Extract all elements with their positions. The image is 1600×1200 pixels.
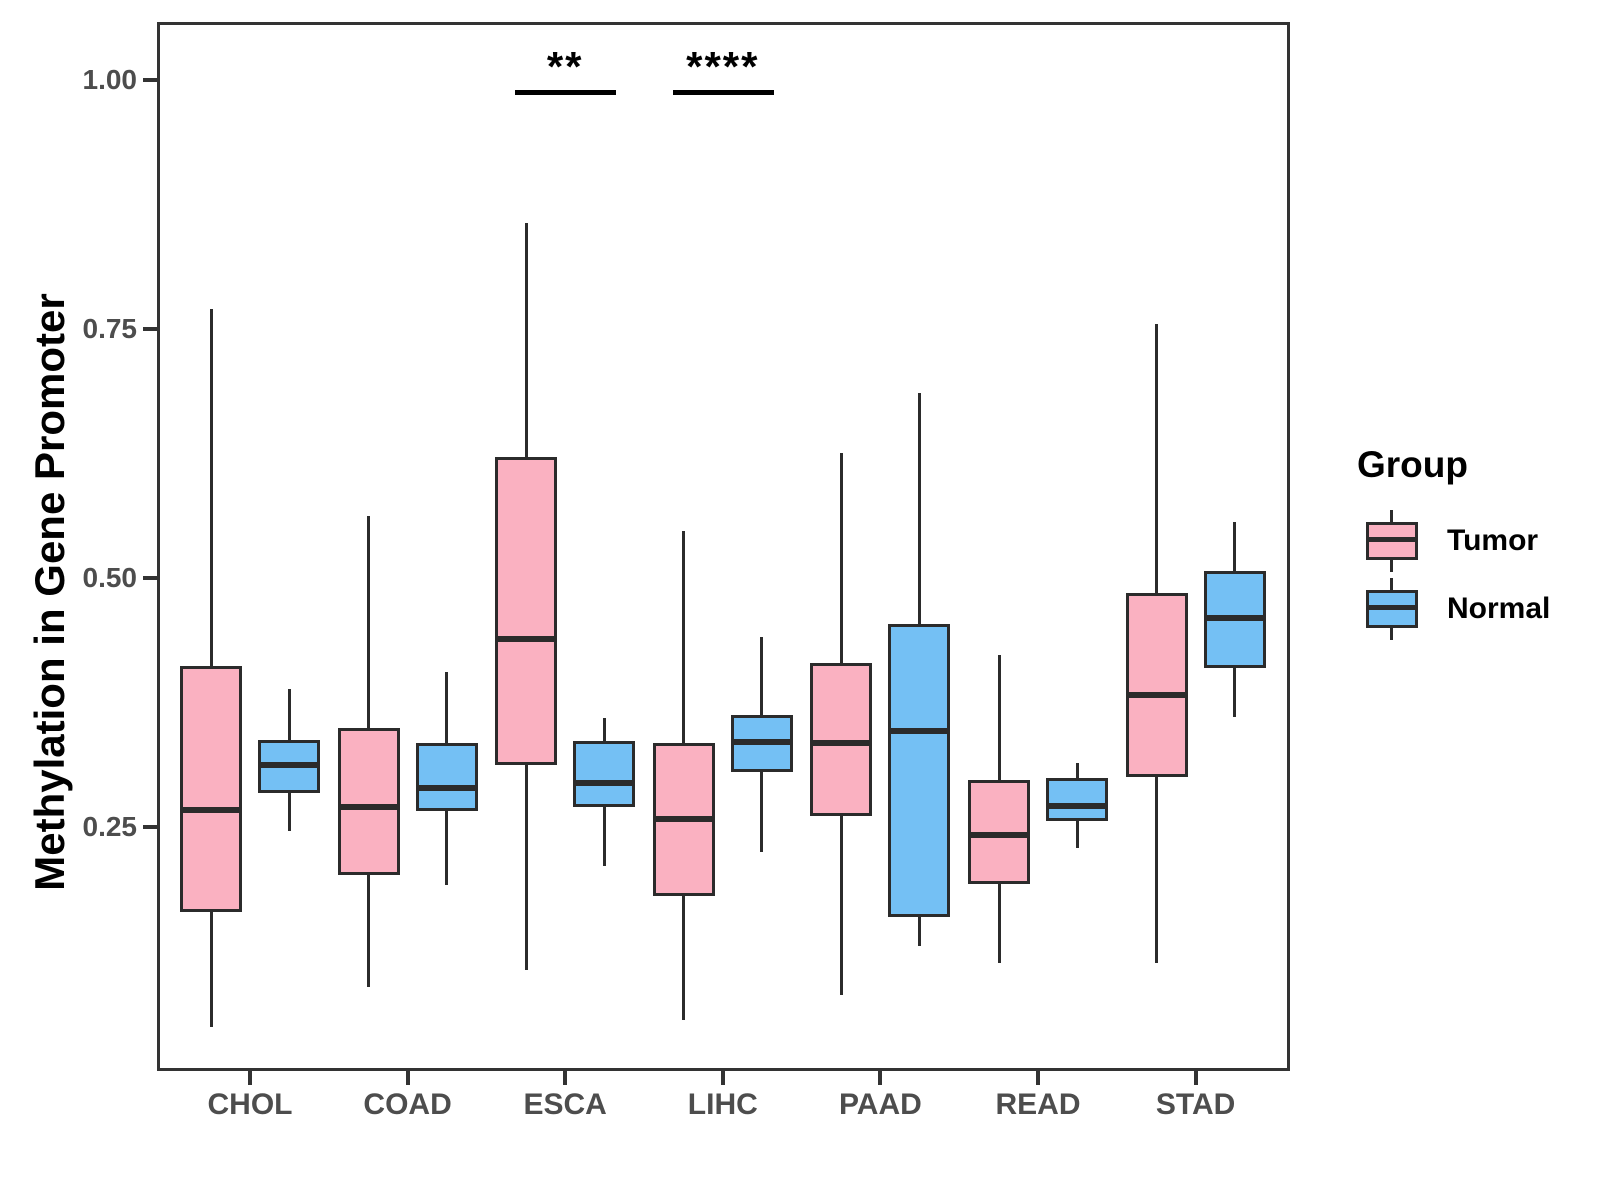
x-tick-label-paad: PAAD	[839, 1088, 922, 1121]
box-chol-tumor	[180, 666, 242, 913]
box-coad-normal	[415, 742, 478, 812]
x-tick-mark	[248, 1071, 252, 1085]
legend-title: Group	[1357, 444, 1468, 485]
x-tick-label-read: READ	[995, 1088, 1081, 1121]
median-chol-tumor	[180, 806, 242, 813]
significance-bar-lihc	[672, 90, 774, 95]
x-tick-mark	[405, 1071, 410, 1085]
median-read-normal	[1046, 802, 1108, 809]
significance-stars-lihc: ****	[686, 43, 760, 90]
y-tick-label: 0.50	[82, 562, 138, 594]
legend-key-median	[1366, 537, 1418, 542]
x-tick-label-coad: COAD	[363, 1088, 452, 1121]
legend-key-normal	[1366, 578, 1418, 640]
y-tick-label: 1.00	[82, 64, 138, 95]
box-esca-normal	[573, 740, 636, 807]
median-esca-tumor	[495, 636, 558, 643]
legend-label-tumor: Tumor	[1447, 524, 1539, 557]
median-esca-normal	[573, 779, 636, 786]
median-lihc-normal	[730, 738, 793, 745]
x-tick-label-esca: ESCA	[523, 1088, 607, 1121]
box-read-normal	[1046, 777, 1108, 822]
x-tick-mark	[878, 1071, 883, 1085]
significance-stars-esca: **	[546, 43, 584, 90]
box-stad-tumor	[1125, 593, 1188, 777]
median-chol-normal	[258, 761, 320, 768]
median-lihc-tumor	[652, 816, 715, 823]
median-paad-normal	[888, 727, 951, 734]
median-read-tumor	[968, 832, 1030, 839]
box-esca-tumor	[495, 456, 558, 765]
legend: Group Tumor Normal	[1330, 444, 1600, 704]
x-tick-mark	[1193, 1071, 1198, 1085]
plot-panel	[157, 22, 1290, 1071]
x-tick-label-chol: CHOL	[207, 1088, 293, 1121]
significance-bar-esca	[515, 90, 617, 95]
y-tick-mark	[143, 576, 157, 581]
median-coad-tumor	[337, 803, 400, 810]
y-tick-label: 0.25	[82, 811, 138, 843]
median-paad-tumor	[810, 739, 873, 746]
box-paad-normal	[888, 624, 951, 918]
y-tick-mark	[143, 327, 157, 332]
legend-label-normal: Normal	[1447, 592, 1551, 625]
x-tick-mark	[1036, 1071, 1040, 1085]
x-tick-label-stad: STAD	[1155, 1088, 1236, 1121]
box-coad-tumor	[337, 727, 400, 876]
x-tick-label-lihc: LIHC	[687, 1088, 758, 1121]
legend-key-tumor	[1366, 510, 1418, 572]
x-tick-mark	[720, 1071, 725, 1085]
legend-key-median	[1366, 605, 1418, 610]
y-tick-mark	[143, 78, 157, 82]
x-tick-mark	[563, 1071, 568, 1085]
median-stad-normal	[1203, 615, 1266, 622]
y-tick-label: 0.75	[82, 313, 138, 345]
y-tick-mark	[143, 825, 157, 830]
box-read-tumor	[968, 779, 1030, 885]
median-stad-tumor	[1125, 691, 1188, 698]
median-coad-normal	[415, 784, 478, 791]
